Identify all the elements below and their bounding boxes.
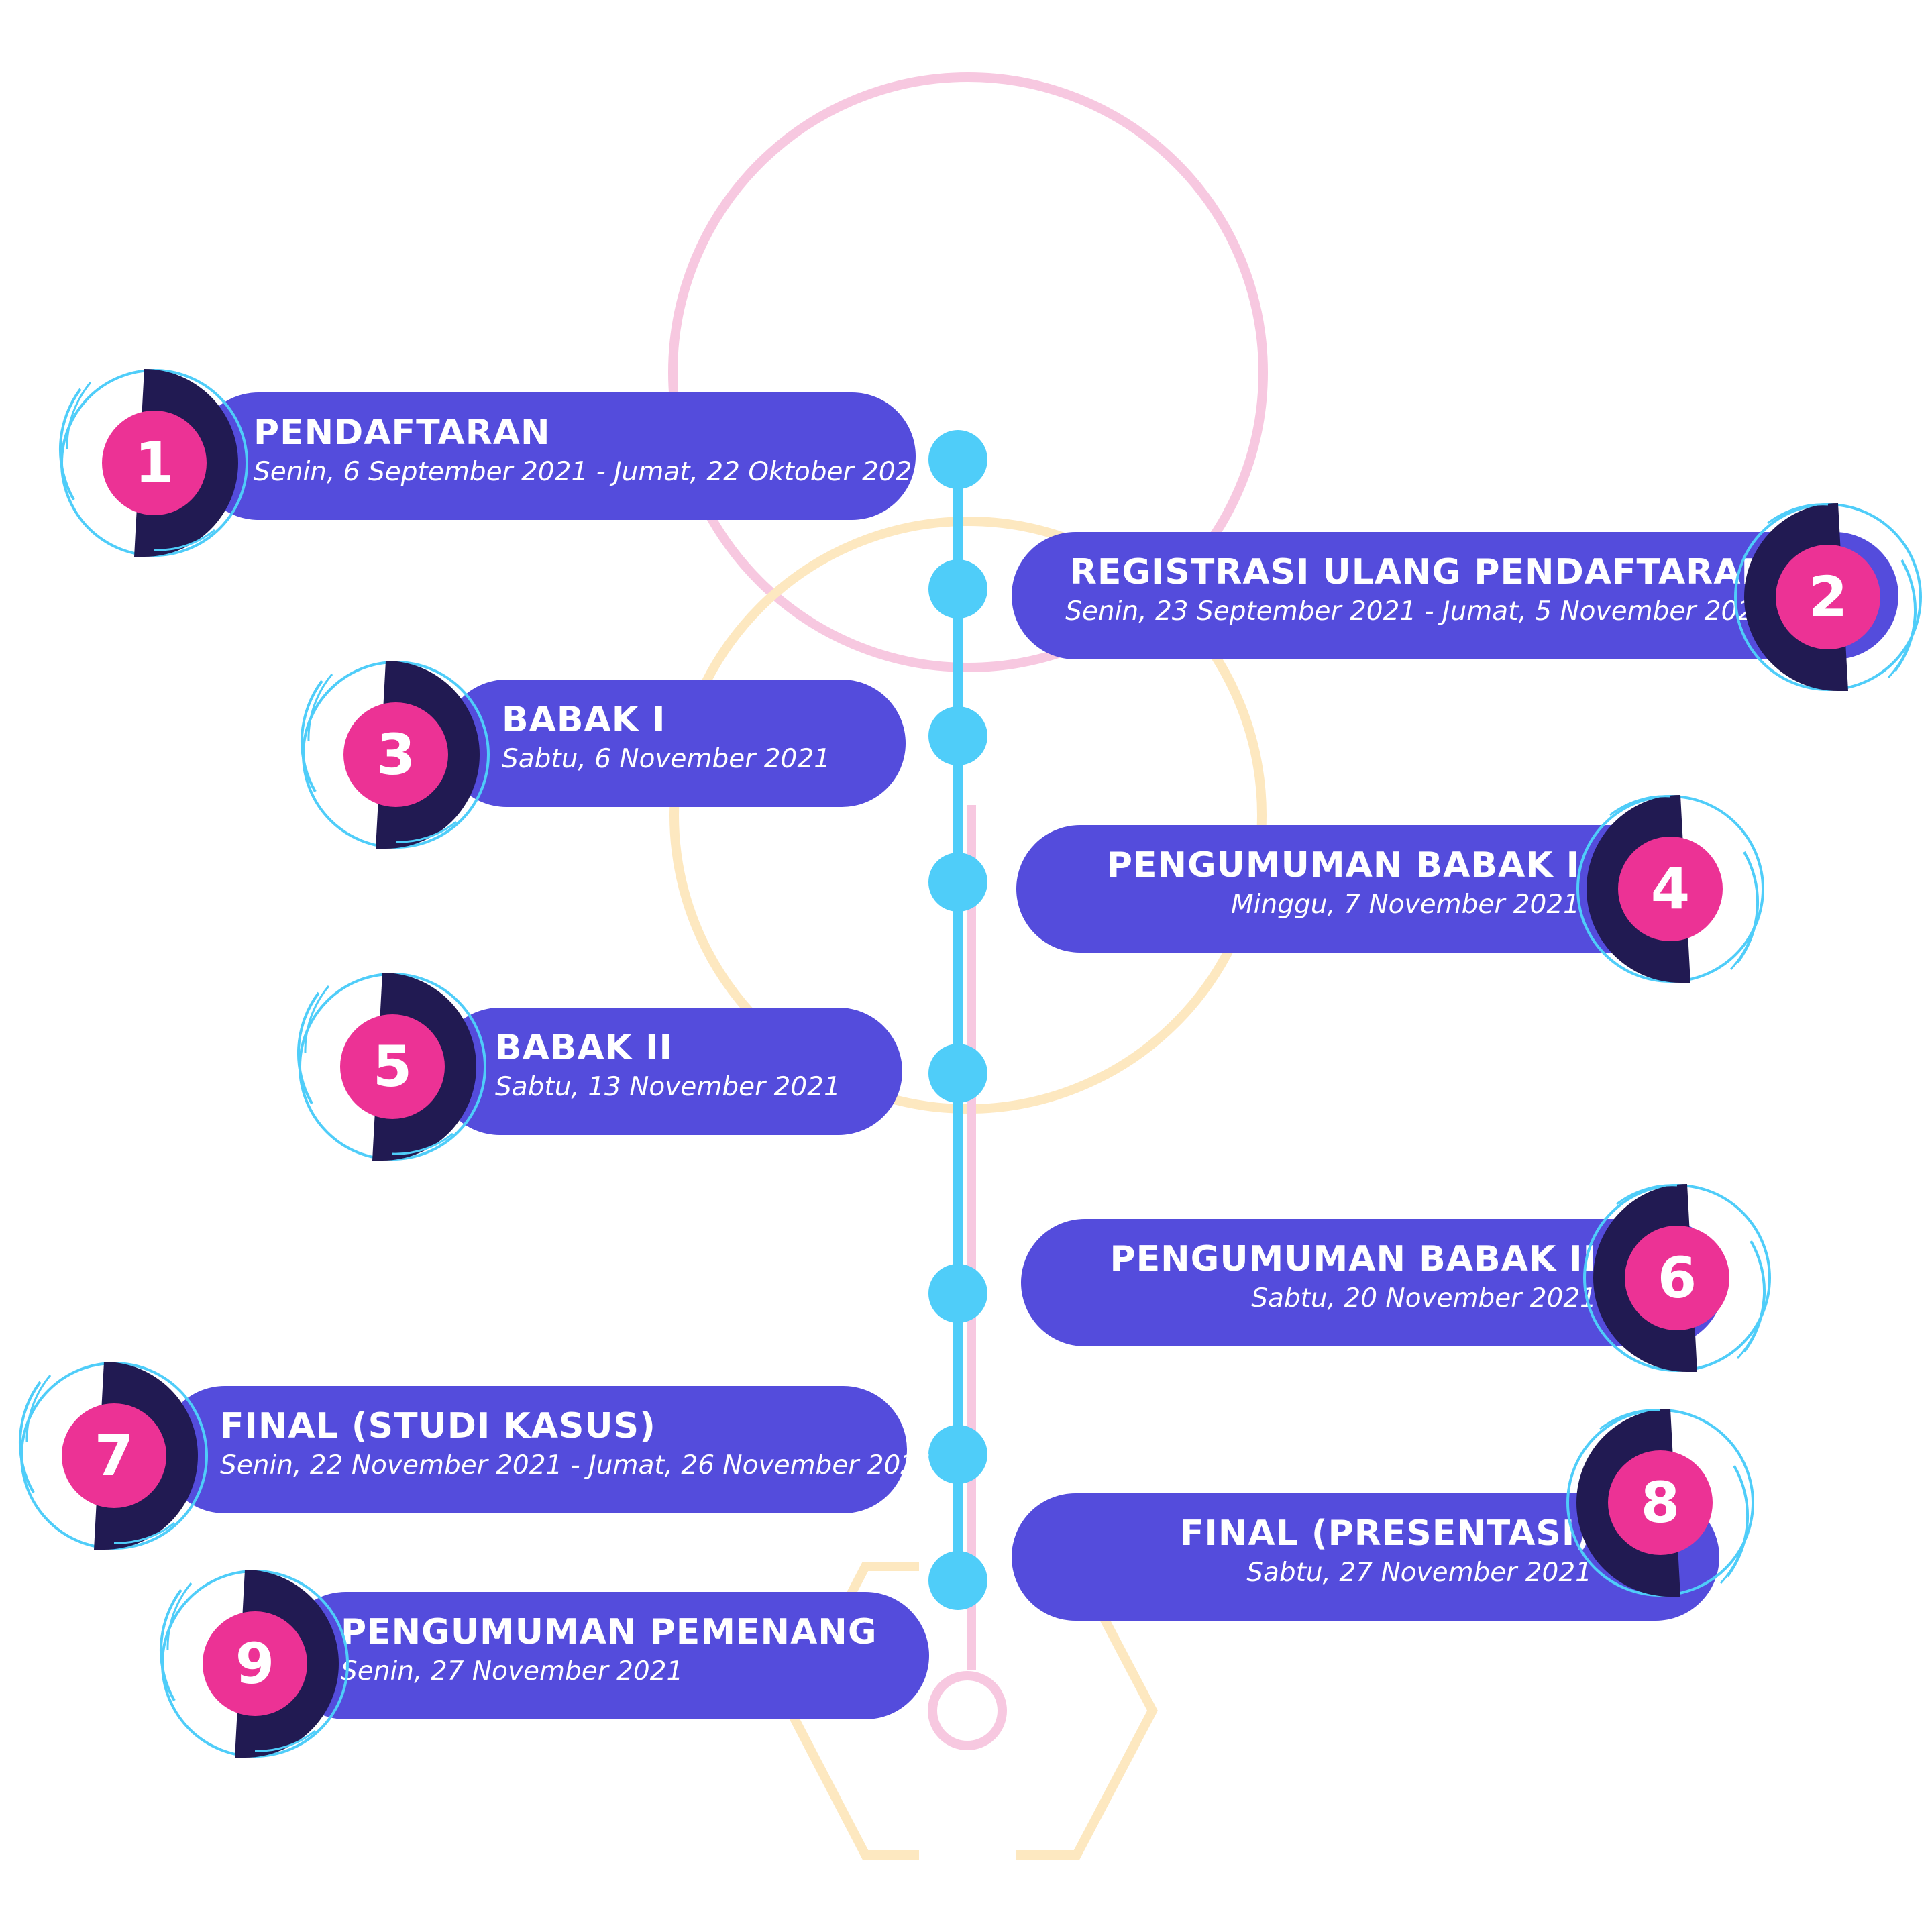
step-title: PENDAFTARAN	[254, 413, 551, 453]
step-badge-7: 7	[13, 1355, 215, 1556]
step-date: Sabtu, 6 November 2021	[502, 744, 830, 774]
step-number: 1	[102, 411, 207, 515]
pink-ring	[668, 72, 1268, 672]
timeline-dot	[928, 1264, 987, 1323]
step-badge-2: 2	[1727, 496, 1929, 698]
step-date: Sabtu, 27 November 2021	[1246, 1558, 1592, 1588]
timeline-dot	[928, 853, 987, 912]
step-badge-4: 4	[1570, 788, 1771, 989]
step-date: Minggu, 7 November 2021	[1231, 890, 1580, 920]
step-date: Sabtu, 20 November 2021	[1251, 1283, 1597, 1313]
step-badge-9: 9	[154, 1563, 356, 1764]
timeline-dot	[928, 1044, 987, 1103]
step-date: Senin, 27 November 2021	[341, 1656, 684, 1686]
step-badge-8: 8	[1560, 1402, 1761, 1603]
timeline-dot	[928, 430, 987, 489]
step-date: Senin, 23 September 2021 - Jumat, 5 Nove…	[1065, 596, 1771, 627]
step-date: Senin, 6 September 2021 - Jumat, 22 Okto…	[254, 457, 929, 487]
step-number: 4	[1618, 837, 1723, 941]
step-pill-2: REGISTRASI ULANG PENDAFTARAN Senin, 23 Se…	[1012, 532, 1898, 659]
step-number: 6	[1625, 1226, 1729, 1330]
step-pill-5: BABAK II Sabtu, 13 November 2021	[436, 1008, 902, 1135]
step-title: FINAL (PRESENTASI)	[1179, 1513, 1592, 1554]
timeline-dot	[928, 1551, 987, 1610]
step-title: PENGUMUMAN PEMENANG	[341, 1612, 877, 1652]
step-pill-1: PENDAFTARAN Senin, 6 September 2021 - Jum…	[195, 392, 928, 520]
step-pill-9: PENGUMUMAN PEMENANG Senin, 27 November 20…	[282, 1592, 929, 1719]
step-title: PENGUMUMAN BABAK I	[1106, 845, 1580, 885]
step-number: 2	[1776, 545, 1880, 649]
step-badge-5: 5	[292, 966, 493, 1167]
timeline-dot	[928, 559, 987, 619]
step-pill-3: BABAK I Sabtu, 6 November 2021	[443, 680, 906, 807]
step-number: 7	[62, 1403, 166, 1508]
step-title: REGISTRASI ULANG PENDAFTARAN	[1069, 552, 1771, 592]
step-date: Senin, 22 November 2021 - Jumat, 26 Nove…	[220, 1450, 934, 1481]
timeline-dot	[928, 706, 987, 765]
step-title: BABAK I	[502, 700, 666, 740]
step-badge-6: 6	[1576, 1177, 1778, 1379]
step-badge-1: 1	[54, 362, 255, 564]
step-title: BABAK II	[495, 1028, 673, 1068]
step-number: 8	[1608, 1450, 1713, 1555]
timeline-dot	[928, 1425, 987, 1484]
step-number: 9	[203, 1611, 307, 1716]
step-number: 5	[340, 1014, 445, 1119]
step-title: FINAL (STUDI KASUS)	[220, 1406, 656, 1446]
pink-end-ring	[928, 1671, 1007, 1750]
step-number: 3	[343, 702, 448, 807]
step-date: Sabtu, 13 November 2021	[495, 1072, 841, 1102]
step-pill-7: FINAL (STUDI KASUS) Senin, 22 November 20…	[161, 1386, 934, 1513]
step-badge-3: 3	[295, 654, 496, 855]
step-title: PENGUMUMAN BABAK II	[1110, 1239, 1597, 1279]
